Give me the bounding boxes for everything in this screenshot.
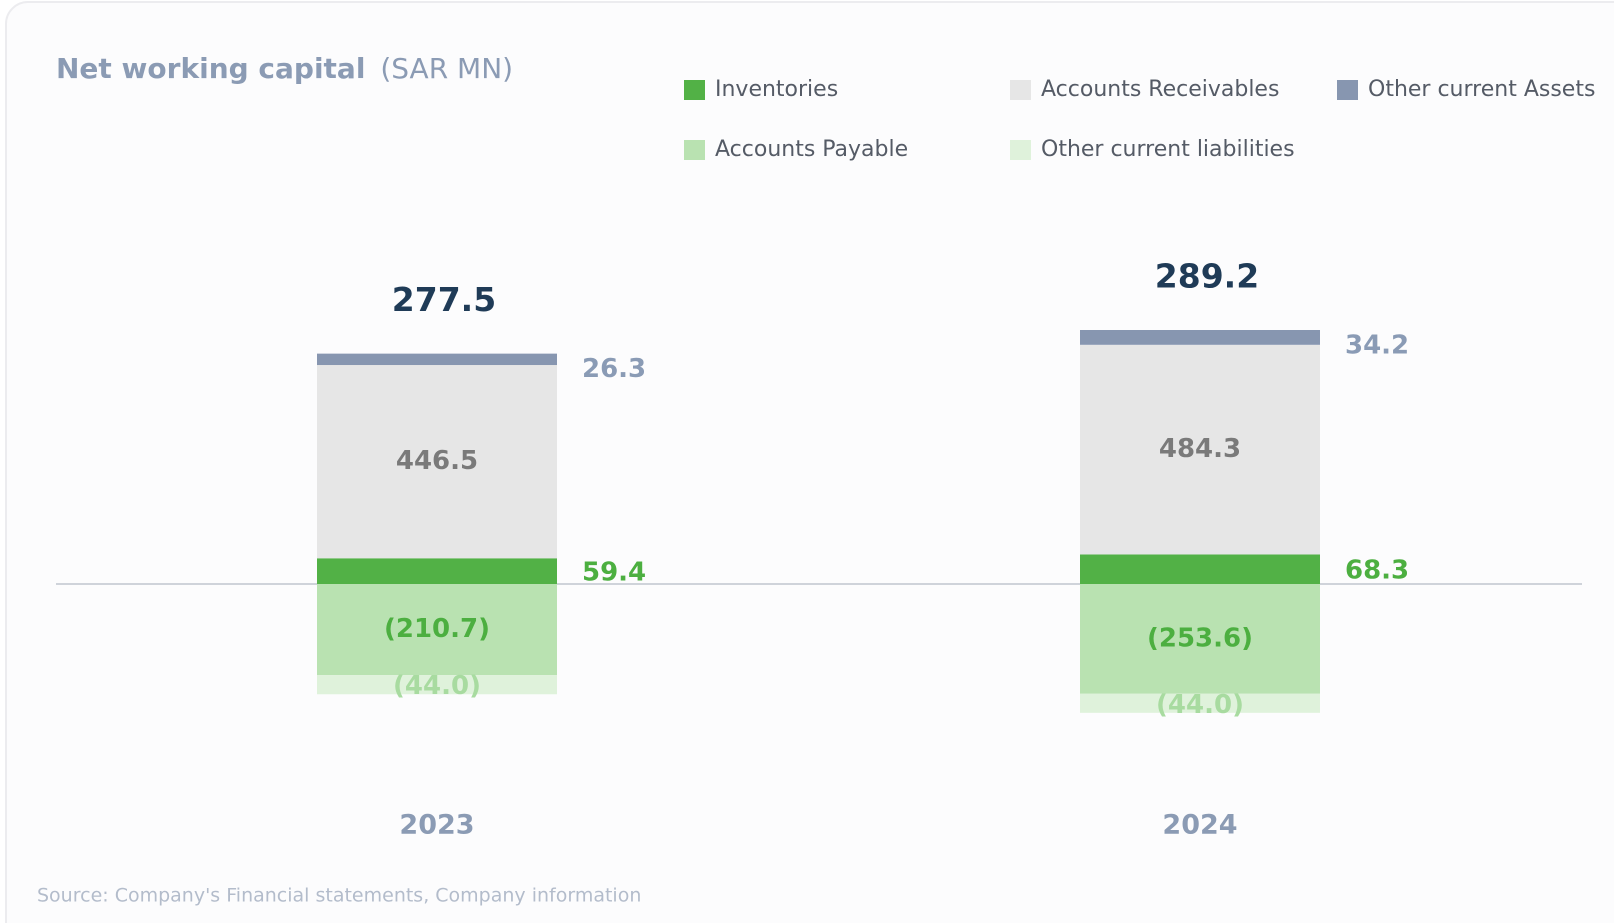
value-label: 446.5: [396, 446, 478, 476]
bar-segment: [1080, 344, 1320, 555]
legend-label: Inventories: [715, 77, 838, 102]
value-label: 59.4: [582, 558, 646, 588]
value-label: 68.3: [1345, 556, 1409, 586]
total-label: 289.2: [1155, 257, 1259, 296]
legend-swatch: [684, 140, 705, 160]
bar-segment: [317, 353, 557, 366]
value-label: 34.2: [1345, 331, 1409, 361]
value-label: (44.0): [1156, 690, 1244, 720]
legend-label: Other current liabilities: [1041, 137, 1295, 162]
bar-segment: [317, 365, 557, 559]
chart-subtitle: (SAR MN): [380, 52, 513, 85]
value-label: 484.3: [1159, 434, 1241, 464]
x-tick-label: 2024: [1162, 810, 1237, 841]
bar-segment: [1080, 554, 1320, 584]
legend-swatch: [684, 80, 705, 100]
legend-label: Other current Assets: [1368, 77, 1595, 102]
value-label: 26.3: [582, 354, 646, 384]
bar-segment: [317, 675, 557, 695]
bar-segment: [1080, 693, 1320, 713]
value-label: (253.6): [1147, 623, 1253, 653]
legend-swatch: [1010, 140, 1031, 160]
legend-swatch: [1337, 80, 1358, 100]
bar-segment: [1080, 584, 1320, 694]
legend-swatch: [1010, 80, 1031, 100]
bar-segment: [317, 584, 557, 676]
value-label: (210.7): [384, 614, 490, 644]
total-label: 277.5: [392, 280, 496, 319]
x-tick-label: 2023: [399, 810, 474, 841]
bar-segment: [1080, 330, 1320, 345]
source-note: Source: Company's Financial statements, …: [37, 885, 641, 907]
chart-heading: Net working capital (SAR MN): [56, 52, 513, 85]
legend-label: Accounts Payable: [715, 137, 908, 162]
chart-title: Net working capital: [56, 52, 365, 85]
bar-segment: [317, 558, 557, 584]
legend-label: Accounts Receivables: [1041, 77, 1279, 102]
value-label: (44.0): [393, 671, 481, 701]
